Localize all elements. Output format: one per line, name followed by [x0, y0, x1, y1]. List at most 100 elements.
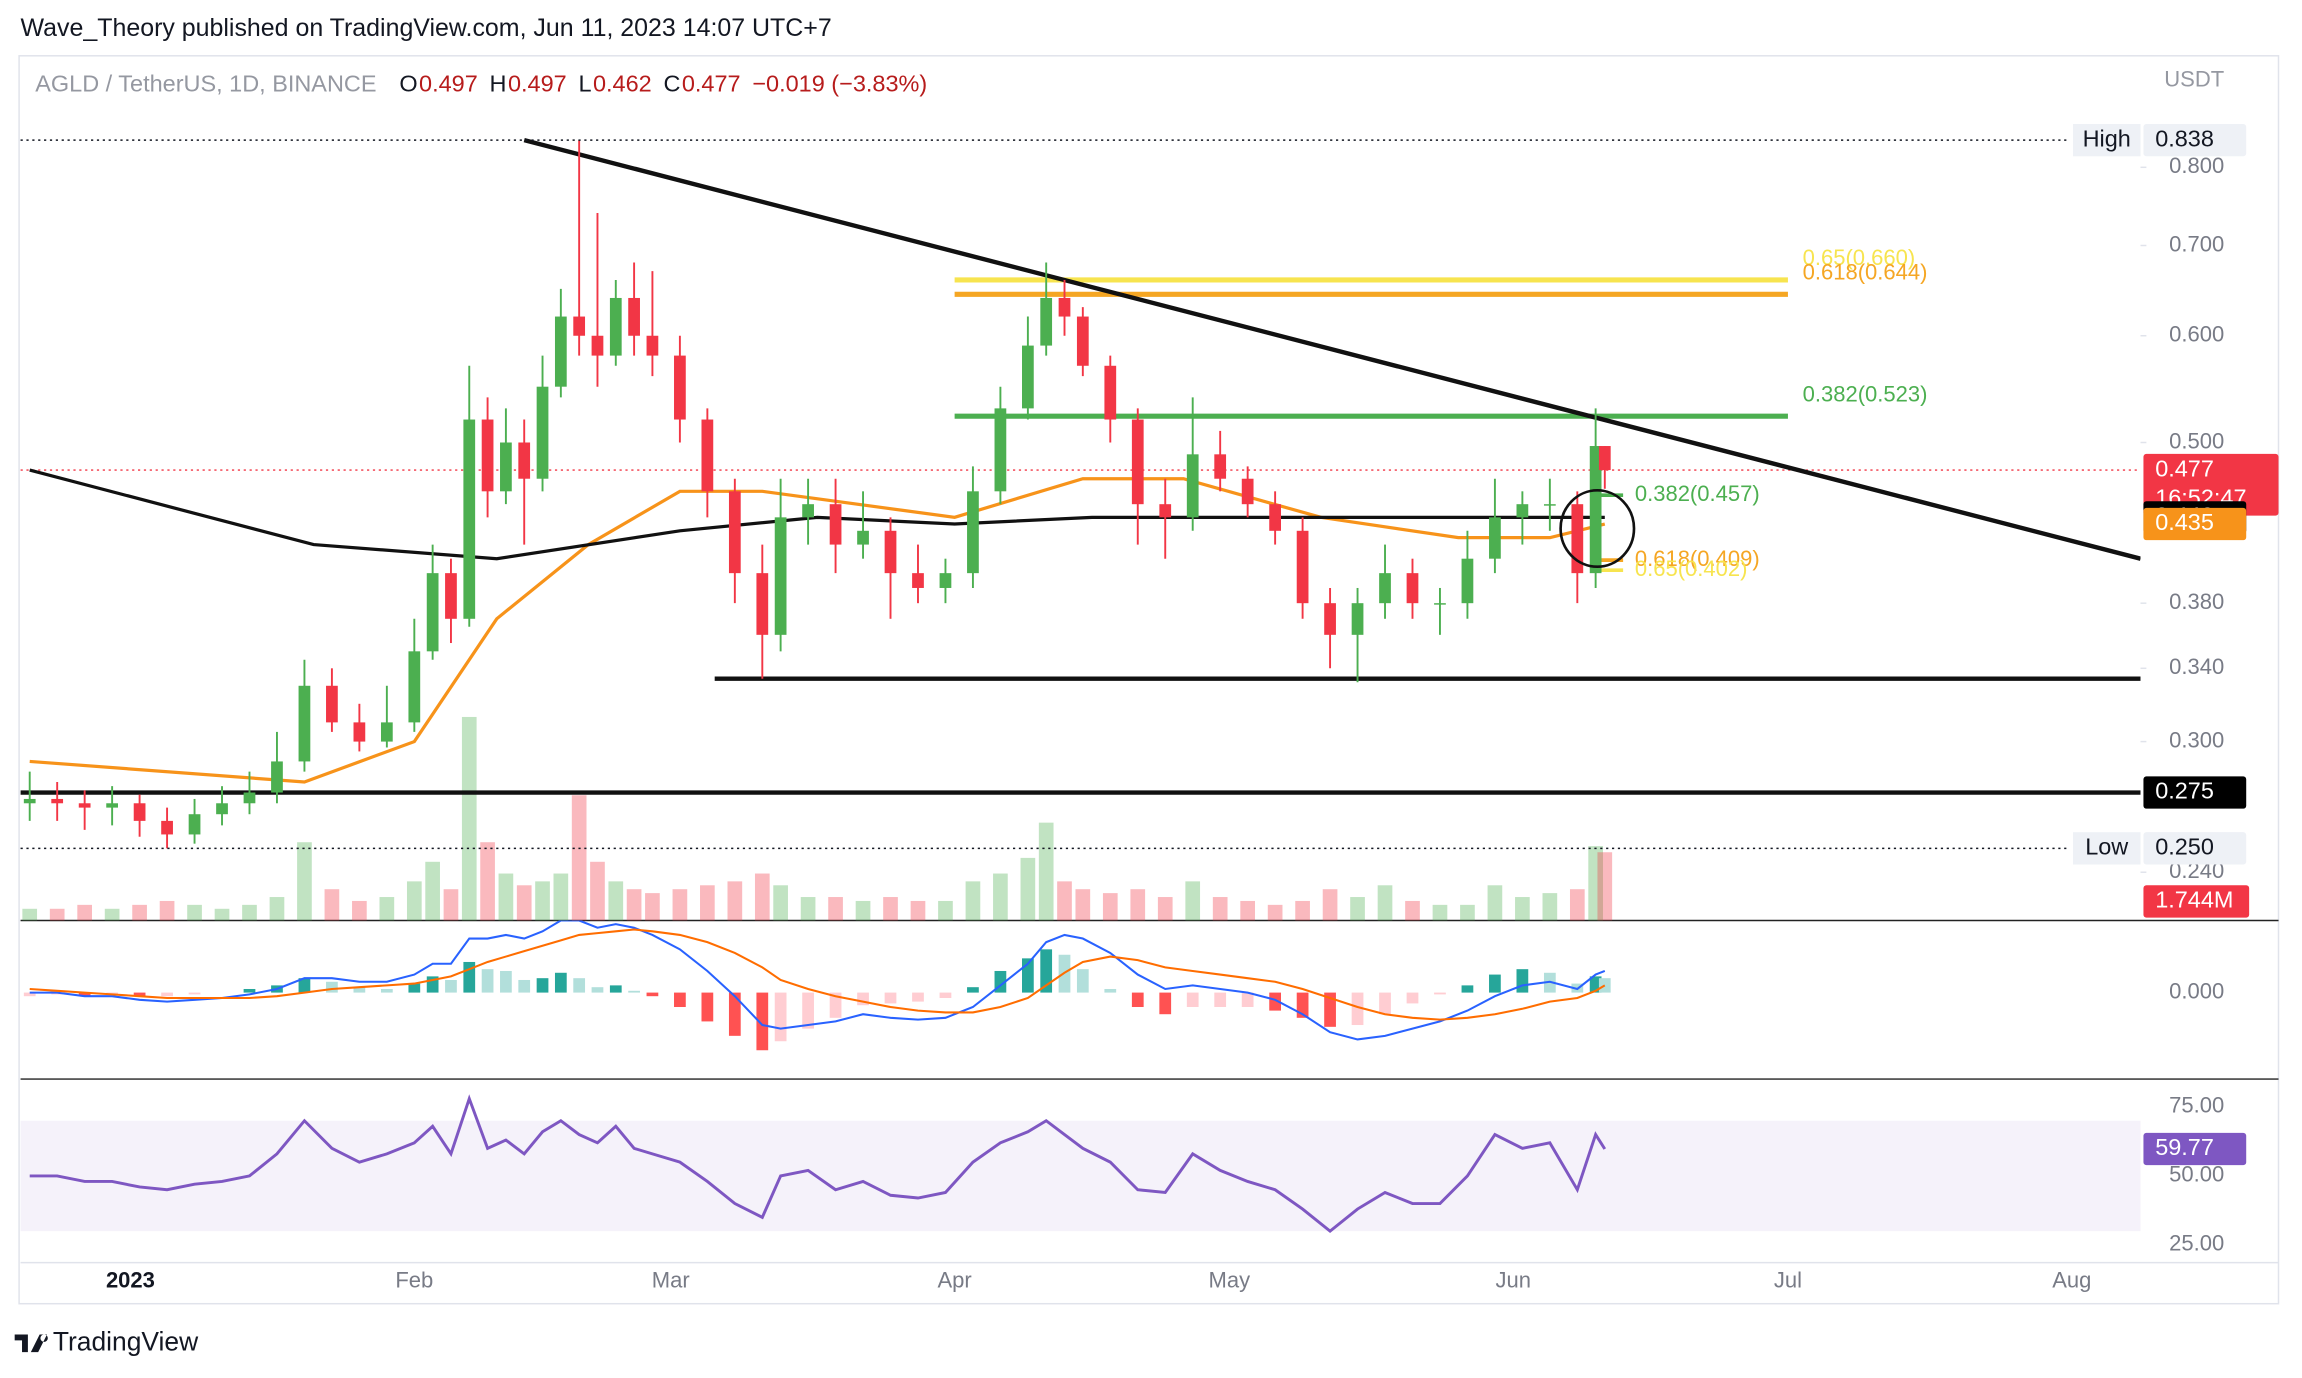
- volume-bar: [1130, 889, 1146, 921]
- candle-body: [994, 408, 1007, 492]
- macd-hist: [500, 970, 512, 993]
- volume-bar: [1322, 889, 1338, 921]
- candle-body: [1598, 446, 1611, 471]
- candle-body: [536, 386, 549, 479]
- volume-bar: [993, 873, 1008, 921]
- high-value: 0.838: [2155, 125, 2214, 151]
- volume-bar: [1597, 852, 1613, 921]
- volume-bar: [480, 842, 495, 921]
- y-tick-label: 0.800: [2169, 153, 2224, 178]
- fib-label: 0.382(0.523): [1803, 381, 1928, 406]
- macd-hist: [674, 992, 686, 1008]
- macd-tick-label: 0.000: [2169, 978, 2224, 1003]
- candle-body: [380, 722, 393, 742]
- volume-last-bg: [2143, 885, 2250, 918]
- candle-body: [939, 573, 952, 588]
- volume-bar: [645, 893, 660, 921]
- volume-bar: [1038, 822, 1054, 921]
- x-tick-label: 2023: [106, 1267, 155, 1292]
- frame: [18, 55, 2280, 1305]
- volume-bar: [855, 900, 871, 921]
- macd-hist: [774, 992, 787, 1042]
- candle-body: [23, 798, 36, 804]
- volume-bar: [1075, 889, 1091, 921]
- macd-hist: [1269, 992, 1281, 1011]
- candle-body: [573, 316, 586, 336]
- fib-label: 0.618(0.644): [1803, 260, 1928, 285]
- marker-label-bg: [2072, 832, 2141, 865]
- volume-bar: [1515, 897, 1530, 921]
- candle-body: [674, 355, 686, 420]
- macd-hist: [939, 992, 952, 998]
- candle-body: [1571, 504, 1584, 574]
- candle-body: [408, 651, 421, 723]
- macd-hist: [1379, 992, 1391, 1015]
- volume-bar: [1212, 897, 1228, 921]
- candle-body: [609, 297, 622, 356]
- low-value: 0.250: [2155, 834, 2214, 860]
- macd-hist: [536, 978, 549, 993]
- macd-hist: [884, 992, 897, 1004]
- macd-hist: [701, 992, 714, 1022]
- candle-body: [1516, 504, 1529, 518]
- macd-hist: [408, 983, 421, 993]
- published: Wave_Theory published on TradingView.com…: [21, 14, 832, 42]
- macd-hist: [1598, 978, 1611, 993]
- volume-bar: [938, 900, 953, 921]
- volume-bar: [187, 904, 202, 921]
- candle-body: [1379, 573, 1391, 604]
- macd-hist: [802, 992, 814, 1029]
- axes: 0.8000.7000.6000.5000.3800.3400.3000.240…: [106, 153, 2224, 1292]
- candle-body: [426, 573, 439, 652]
- volume-bar: [77, 904, 92, 921]
- x-tick-label: Aug: [2052, 1267, 2091, 1292]
- candle-body: [912, 573, 924, 588]
- volume-bar: [104, 908, 120, 921]
- fib-label: 0.65(0.402): [1635, 556, 1748, 581]
- volume-bar: [1267, 904, 1283, 921]
- macd-hist: [1516, 969, 1529, 993]
- macd-signal: [29, 928, 1606, 1021]
- volume-bar: [1460, 904, 1475, 921]
- volume-bar: [269, 897, 285, 921]
- candle-body: [1543, 504, 1556, 506]
- rsi-tick-label: 50.00: [2169, 1162, 2224, 1187]
- macd-hist: [463, 961, 476, 993]
- volume-bar: [1185, 881, 1201, 921]
- marker-label-bg: [2072, 123, 2141, 157]
- macd-hist: [1351, 992, 1364, 1026]
- moving-average: [29, 477, 1606, 784]
- macd-hist: [1186, 992, 1199, 1008]
- macd-hist: [756, 992, 769, 1051]
- macd-hist: [1159, 992, 1172, 1015]
- marker-label: High: [2083, 125, 2131, 151]
- candle-body: [463, 419, 476, 619]
- macd-hist: [426, 976, 439, 993]
- volume-bar: [1350, 897, 1365, 921]
- price-pane: 0.65(0.660)0.618(0.644) 0.382(0.523) 0.382…: [20, 138, 2141, 921]
- candle-body: [188, 814, 201, 835]
- x-tick-label: Jun: [1495, 1267, 1531, 1292]
- volume-bar: [22, 908, 38, 921]
- macd-hist: [1076, 969, 1089, 993]
- volume-bar: [1102, 893, 1118, 921]
- macd-hist: [353, 987, 366, 993]
- volume-bar: [626, 889, 642, 921]
- candle-body: [728, 491, 741, 574]
- volume-bar: [754, 873, 770, 921]
- candle-body: [1104, 365, 1117, 420]
- volume-bar: [608, 881, 624, 921]
- macd-hist: [23, 992, 36, 997]
- candle-body: [353, 722, 366, 742]
- candle-body: [1269, 504, 1281, 531]
- macd-hist: [573, 978, 586, 993]
- volume-bar: [516, 885, 532, 921]
- macd-hist: [1040, 949, 1053, 993]
- volume-bar: [1542, 893, 1558, 921]
- macd-hist: [1214, 992, 1227, 1008]
- volume-bar: [498, 873, 514, 921]
- volume-bar: [571, 795, 587, 921]
- macd-hist: [728, 992, 741, 1036]
- macd-hist: [1489, 974, 1501, 993]
